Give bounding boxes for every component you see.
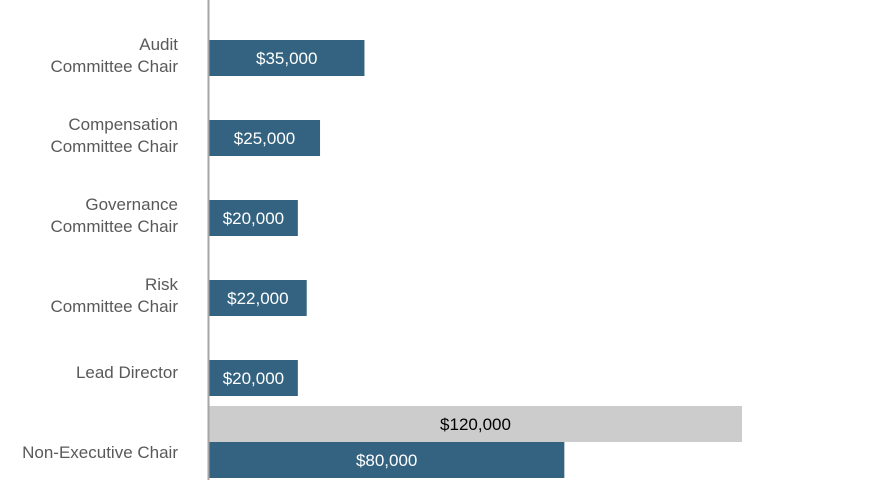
bar — [209, 280, 307, 316]
category-label: Risk — [145, 275, 179, 294]
data-label: $80,000 — [356, 451, 417, 470]
category-label: Committee Chair — [50, 297, 178, 316]
category-label: Committee Chair — [50, 217, 178, 236]
data-label: $22,000 — [227, 289, 288, 308]
category-label: Committee Chair — [50, 57, 178, 76]
category-label: Governance — [85, 195, 178, 214]
data-label: $25,000 — [234, 129, 295, 148]
bar — [209, 360, 298, 396]
category-label: Compensation — [68, 115, 178, 134]
bar — [209, 40, 365, 76]
data-label: $120,000 — [440, 415, 511, 434]
category-label: Non-Executive Chair — [22, 443, 178, 462]
bar — [209, 406, 742, 442]
category-label: Committee Chair — [50, 137, 178, 156]
data-label: $20,000 — [223, 209, 284, 228]
data-label: $35,000 — [256, 49, 317, 68]
category-label: Audit — [139, 35, 178, 54]
bar — [209, 120, 321, 156]
data-label: $20,000 — [223, 369, 284, 388]
bar — [209, 442, 565, 478]
bar — [209, 200, 298, 236]
category-label: Lead Director — [76, 363, 178, 382]
